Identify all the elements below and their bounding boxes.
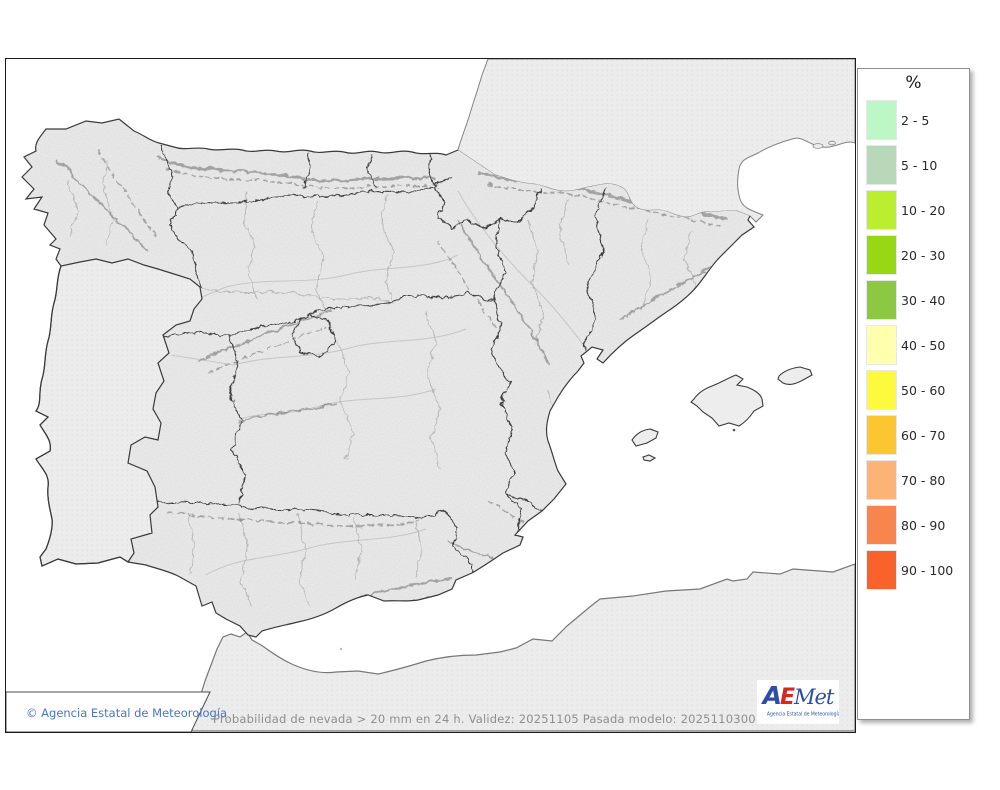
- iberia-relief-map: [6, 59, 855, 732]
- logo-letter-a: A: [762, 681, 782, 710]
- ibiza: [631, 428, 659, 447]
- legend-range-label: 50 - 60: [901, 383, 946, 398]
- cabrera-islet: [732, 428, 736, 432]
- legend-row: 5 - 10: [858, 143, 969, 188]
- french-coast-islet: [812, 143, 824, 149]
- legend-range-label: 60 - 70: [901, 428, 946, 443]
- legend-row: 90 - 100: [858, 548, 969, 593]
- legend-range-label: 80 - 90: [901, 518, 946, 533]
- legend-row: 30 - 40: [858, 278, 969, 323]
- legend-color-swatch: [866, 460, 897, 500]
- formentera: [642, 454, 657, 462]
- legend-color-swatch: [866, 550, 897, 590]
- legend-row: 50 - 60: [858, 368, 969, 413]
- legend-color-swatch: [866, 505, 897, 545]
- legend-panel: % 2 - 5 5 - 10 10 - 20 20 - 30 30 - 40 4…: [857, 68, 970, 720]
- legend-range-label: 70 - 80: [901, 473, 946, 488]
- alboran-islet: [339, 647, 343, 651]
- legend-row: 2 - 5: [858, 98, 969, 143]
- logo-letters-met: Met: [794, 685, 834, 709]
- legend-range-label: 10 - 20: [901, 203, 946, 218]
- legend-color-swatch: [866, 370, 897, 410]
- legend-title: %: [905, 73, 922, 93]
- legend-row: 10 - 20: [858, 188, 969, 233]
- legend-range-label: 40 - 50: [901, 338, 946, 353]
- legend-row: 60 - 70: [858, 413, 969, 458]
- legend-row: 40 - 50: [858, 323, 969, 368]
- legend-row: 70 - 80: [858, 458, 969, 503]
- legend-color-swatch: [866, 145, 897, 185]
- community-borders: [151, 142, 605, 574]
- legend-color-swatch: [866, 415, 897, 455]
- copyright-wedge: [6, 691, 211, 732]
- map-frame: © Agencia Estatal de Meteorología Probab…: [5, 58, 856, 733]
- legend-range-label: 20 - 30: [901, 248, 946, 263]
- legend-row: 80 - 90: [858, 503, 969, 548]
- legend-color-swatch: [866, 280, 897, 320]
- legend-row: 20 - 30: [858, 233, 969, 278]
- french-coast-islet: [828, 140, 836, 146]
- copyright-text: © Agencia Estatal de Meteorología: [26, 706, 228, 720]
- legend-color-swatch: [866, 235, 897, 275]
- aemet-logo: AEMet Agencia Estatal de Meteorología: [757, 680, 839, 724]
- legend-color-swatch: [866, 325, 897, 365]
- province-borders: [65, 158, 695, 608]
- mallorca: [690, 374, 764, 427]
- logo-letter-e: E: [779, 685, 795, 710]
- map-caption: Probabilidad de nevada > 20 mm en 24 h. …: [213, 712, 756, 726]
- legend-range-label: 30 - 40: [901, 293, 946, 308]
- aemet-logo-subtitle: Agencia Estatal de Meteorología: [766, 711, 839, 718]
- legend-range-label: 90 - 100: [901, 563, 954, 578]
- legend-range-label: 5 - 10: [901, 158, 938, 173]
- iberia-coastline: [21, 118, 755, 638]
- legend-items: 2 - 5 5 - 10 10 - 20 20 - 30 30 - 40 40 …: [858, 98, 969, 593]
- mountain-relief: [55, 148, 727, 608]
- france-landmass: [457, 59, 855, 223]
- legend-color-swatch: [866, 190, 897, 230]
- aemet-logo-wordmark: AEMet: [757, 680, 839, 710]
- legend-range-label: 2 - 5: [901, 113, 930, 128]
- legend-color-swatch: [866, 100, 897, 140]
- menorca: [777, 366, 813, 385]
- africa-landmass: [191, 563, 855, 732]
- balearic-islands: [631, 366, 813, 462]
